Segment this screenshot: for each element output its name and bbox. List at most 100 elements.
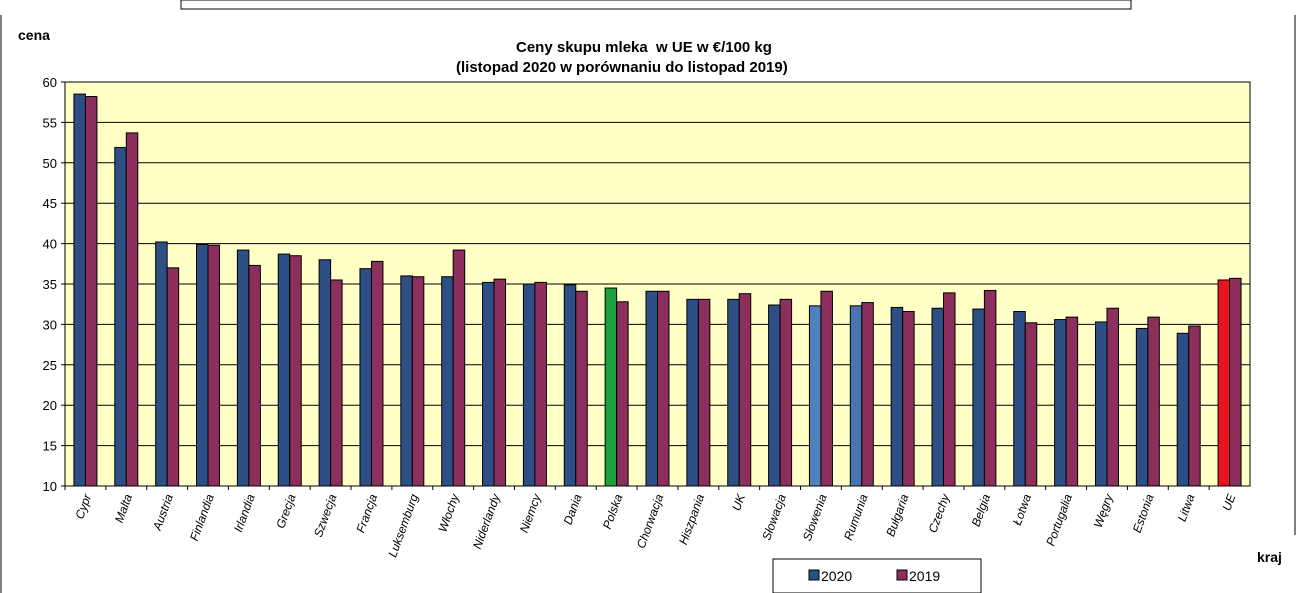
bar-2019-Chorwacja xyxy=(658,291,670,486)
bar-2019-Włochy xyxy=(453,250,465,486)
x-axis-label: kraj xyxy=(1257,549,1282,565)
legend-swatch-2019 xyxy=(897,570,907,580)
bar-2020-Chorwacja xyxy=(646,291,658,486)
bar-2020-Czechy xyxy=(932,308,944,486)
y-tick-label: 10 xyxy=(43,479,57,494)
bar-2020-Słowacja xyxy=(769,305,781,486)
y-tick-label: 55 xyxy=(43,115,57,130)
y-tick-label: 20 xyxy=(43,398,57,413)
bar-2019-Słowacja xyxy=(780,299,792,486)
bar-2020-UK xyxy=(728,299,740,486)
bar-2019-Hiszpania xyxy=(698,299,710,486)
bar-2020-Litwa xyxy=(1177,333,1189,486)
bar-2019-Łotwa xyxy=(1025,323,1037,486)
bar-2019-Bułgaria xyxy=(903,311,915,486)
x-tick-label: Francja xyxy=(353,492,380,535)
bar-2019-Niemcy xyxy=(535,282,547,486)
bar-2019-Węgry xyxy=(1107,308,1119,486)
bar-2020-Bułgaria xyxy=(891,307,903,486)
bar-2020-Luksemburg xyxy=(401,276,413,486)
x-tick-label: Węgry xyxy=(1091,491,1116,529)
bar-2020-Finlandia xyxy=(197,244,209,486)
legend-label-2020: 2020 xyxy=(821,568,852,584)
top-frame-box xyxy=(181,0,1131,9)
bar-2020-Portugalia xyxy=(1055,320,1067,486)
bar-2019-Luksemburg xyxy=(412,277,424,486)
bar-2019-Malta xyxy=(126,133,138,486)
bar-2019-Szwecja xyxy=(331,280,343,486)
bar-2019-Finlandia xyxy=(208,245,220,486)
x-tick-label: UE xyxy=(1220,491,1239,512)
bar-2019-Polska xyxy=(617,302,629,486)
bar-2019-Belgia xyxy=(984,290,996,486)
x-tick-label: Malta xyxy=(112,492,135,525)
x-tick-label: Słowacja xyxy=(759,492,789,542)
x-tick-label: Słowenia xyxy=(800,492,830,543)
x-tick-label: Łotwa xyxy=(1010,492,1034,527)
bar-2020-Estonia xyxy=(1136,328,1148,486)
bar-2020-Niemcy xyxy=(523,284,535,486)
bar-2020-Polska xyxy=(605,288,617,486)
x-tick-label: Rumunia xyxy=(841,492,871,542)
y-axis-label: cena xyxy=(18,27,50,43)
bar-2019-UE xyxy=(1230,278,1242,486)
y-tick-label: 30 xyxy=(43,317,57,332)
bar-2019-Rumunia xyxy=(862,303,874,486)
bar-2019-Dania xyxy=(576,291,588,486)
legend-label-2019: 2019 xyxy=(909,568,940,584)
y-tick-label: 35 xyxy=(43,277,57,292)
bar-2020-Grecja xyxy=(278,254,290,486)
bar-2020-Irlandia xyxy=(237,250,249,486)
x-tick-label: Włochy xyxy=(435,491,462,534)
bar-2020-Austria xyxy=(156,242,168,486)
x-tick-label: Irlandia xyxy=(231,492,258,534)
x-tick-label: Belgia xyxy=(969,492,994,528)
bar-2020-Francja xyxy=(360,269,372,486)
x-tick-label: Niemcy xyxy=(517,491,544,534)
x-tick-label: Finlandia xyxy=(187,492,217,543)
bar-2020-UE xyxy=(1218,280,1230,486)
bar-2020-Belgia xyxy=(973,309,985,486)
x-tick-label: Dania xyxy=(561,492,585,527)
y-tick-label: 25 xyxy=(43,358,57,373)
x-tick-label: Czechy xyxy=(926,491,953,534)
y-tick-label: 40 xyxy=(43,237,57,252)
x-tick-label: Cypr xyxy=(72,491,94,521)
bar-2019-Austria xyxy=(167,268,179,486)
bar-2020-Niderlandy xyxy=(483,282,495,486)
y-tick-label: 50 xyxy=(43,156,57,171)
bar-2019-Czechy xyxy=(944,293,956,486)
bar-2019-Irlandia xyxy=(249,265,261,486)
x-tick-label: Hiszpania xyxy=(676,492,707,547)
bar-2020-Słowenia xyxy=(809,306,821,486)
x-tick-label: Chorwacja xyxy=(634,492,667,550)
bar-2019-Słowenia xyxy=(821,291,833,486)
x-tick-label: Bułgaria xyxy=(883,492,911,538)
x-tick-label: UK xyxy=(729,491,748,512)
bar-2020-Szwecja xyxy=(319,260,331,486)
chart-title-line-2: (listopad 2020 w porównaniu do listopad … xyxy=(456,59,788,76)
bar-2019-Grecja xyxy=(290,256,302,486)
bar-2020-Węgry xyxy=(1095,322,1107,486)
bar-2019-UK xyxy=(739,294,751,486)
x-tick-label: Luksemburg xyxy=(385,492,421,559)
legend-swatch-2020 xyxy=(809,570,819,580)
x-tick-label: Polska xyxy=(600,492,626,531)
bar-2020-Hiszpania xyxy=(687,299,699,486)
x-tick-label: Portugalia xyxy=(1043,492,1075,548)
x-tick-label: Niderlandy xyxy=(470,491,503,551)
bar-2020-Dania xyxy=(564,285,576,486)
x-tick-label: Grecja xyxy=(273,492,298,530)
bar-2019-Niderlandy xyxy=(494,279,506,486)
bar-2020-Cypr xyxy=(74,94,86,486)
legend: 2020 2019 xyxy=(773,559,981,593)
legend-box xyxy=(773,559,981,593)
y-tick-label: 60 xyxy=(43,75,57,90)
x-tick-label: Estonia xyxy=(1130,492,1157,535)
bar-2020-Rumunia xyxy=(850,306,862,486)
x-tick-label: Litwa xyxy=(1175,492,1198,523)
bar-2019-Francja xyxy=(371,261,383,486)
bar-2020-Włochy xyxy=(442,277,454,486)
chart-title-line-1: Ceny skupu mleka w UE w €/100 kg xyxy=(516,39,772,56)
